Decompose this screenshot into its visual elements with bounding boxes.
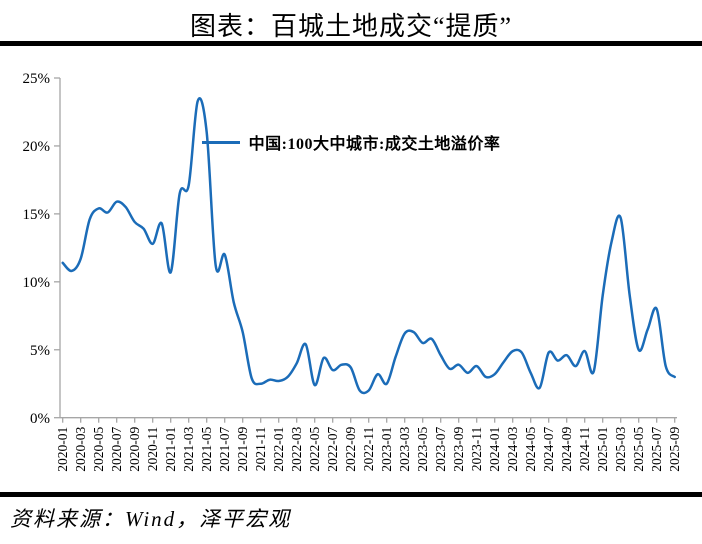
source-note: 资料来源：Wind，泽平宏观 bbox=[10, 507, 292, 531]
x-tick-label: 2021-09 bbox=[235, 426, 250, 471]
x-tick-label: 2020-11 bbox=[145, 427, 160, 472]
x-tick-label: 2021-03 bbox=[181, 426, 196, 471]
y-tick-label: 10% bbox=[23, 275, 51, 291]
x-tick-label: 2021-07 bbox=[217, 426, 232, 471]
axes bbox=[59, 78, 677, 419]
x-tick-label: 2022-11 bbox=[361, 427, 376, 472]
x-tick-label: 2024-05 bbox=[523, 426, 538, 471]
x-tick-label: 2022-05 bbox=[307, 426, 322, 471]
x-tick-label: 2023-11 bbox=[469, 427, 484, 472]
x-tick-label: 2022-09 bbox=[343, 426, 358, 471]
x-tick-label: 2022-01 bbox=[271, 427, 286, 472]
x-tick-label: 2025-03 bbox=[613, 426, 628, 471]
y-tick-label: 5% bbox=[30, 343, 50, 359]
x-tick-labels: 2020-01 2020-03 2020-05 2020-07 2020-09 2020-… bbox=[55, 417, 682, 472]
x-tick-label: 2023-05 bbox=[415, 426, 430, 471]
x-tick-label: 2025-05 bbox=[631, 426, 646, 471]
x-tick-label: 2020-01 bbox=[55, 427, 70, 472]
x-tick-label: 2020-03 bbox=[73, 426, 88, 471]
x-tick-label: 2023-03 bbox=[397, 426, 412, 471]
footer-divider-rule bbox=[0, 492, 702, 497]
x-tick-label: 2021-11 bbox=[253, 427, 268, 472]
x-tick-label: 2022-07 bbox=[325, 426, 340, 471]
x-tick-label: 2025-01 bbox=[595, 427, 610, 472]
x-tick-label: 2024-09 bbox=[559, 426, 574, 471]
x-tick-label: 2023-07 bbox=[433, 426, 448, 471]
x-tick-label: 2020-05 bbox=[91, 426, 106, 471]
x-tick-label: 2023-01 bbox=[379, 427, 394, 472]
x-tick-label: 2025-09 bbox=[667, 426, 682, 471]
x-tick-label: 2021-05 bbox=[199, 426, 214, 471]
y-tick-label: 20% bbox=[23, 139, 51, 155]
x-tick-label: 2020-09 bbox=[127, 426, 142, 471]
x-tick-label: 2023-09 bbox=[451, 426, 466, 471]
line-chart: 0% 5% 10% 15% 20% 25% 2020-01 2020-03 2020-05 202… bbox=[0, 50, 702, 492]
x-tick-label: 2020-07 bbox=[109, 426, 124, 471]
y-tick-label: 25% bbox=[23, 71, 51, 87]
title-divider-rule bbox=[0, 41, 702, 46]
x-tick-label: 2025-07 bbox=[649, 426, 664, 471]
x-tick-label: 2024-07 bbox=[541, 426, 556, 471]
y-tick-labels: 0% 5% 10% 15% 20% 25% bbox=[23, 71, 60, 427]
chart-canvas: 0%5%10%15%20%25%2020-01 2020-03 2020-05 202… bbox=[23, 71, 683, 472]
x-tick-label: 2024-11 bbox=[577, 427, 592, 472]
x-tick-label: 2024-03 bbox=[505, 426, 520, 471]
data-line-premium-rate bbox=[61, 97, 676, 395]
x-tick-label: 2022-03 bbox=[289, 426, 304, 471]
chart-title: 图表：百城土地成交“提质” bbox=[189, 12, 513, 41]
y-tick-label: 15% bbox=[23, 207, 51, 223]
x-tick-label: 2024-01 bbox=[487, 427, 502, 472]
y-tick-label: 0% bbox=[30, 411, 50, 427]
x-tick-label: 2021-01 bbox=[163, 427, 178, 472]
